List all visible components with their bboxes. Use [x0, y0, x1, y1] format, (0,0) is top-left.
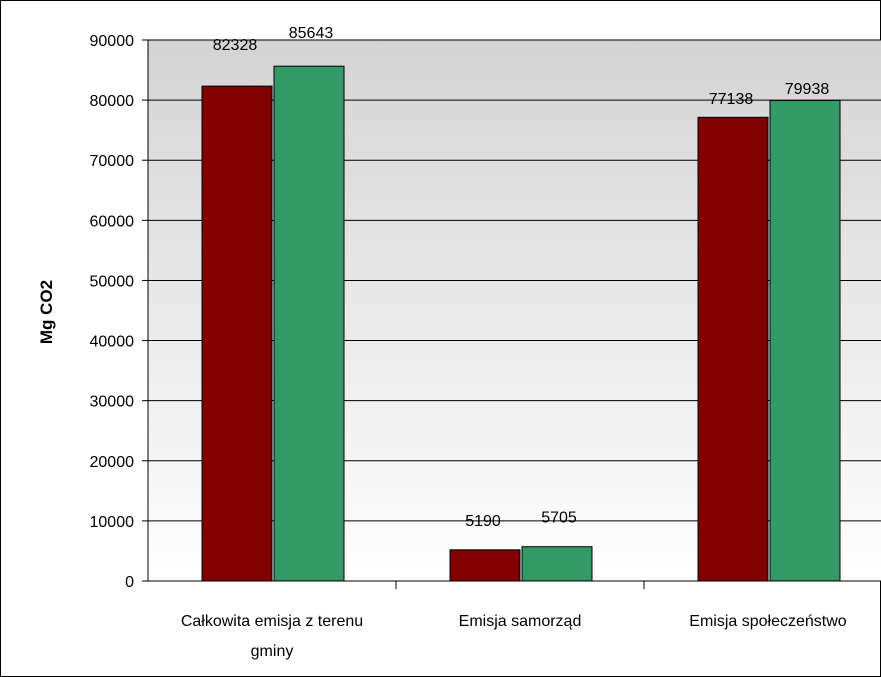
x-tick-label: Całkowita emisja z terenu	[181, 613, 363, 630]
x-tick-label: Emisja samorząd	[459, 613, 582, 630]
y-tick-label: 60000	[90, 213, 135, 230]
y-axis-label: Mg CO2	[37, 280, 56, 344]
bar	[697, 116, 769, 582]
y-tick-label: 50000	[90, 273, 135, 290]
bar	[769, 99, 841, 582]
x-tick-labels: Całkowita emisja z terenu gminy Emisja sam…	[181, 613, 847, 660]
data-label: 79938	[785, 81, 830, 98]
bar	[449, 549, 521, 582]
y-tick-label: 80000	[90, 93, 135, 110]
y-tick-label: 0	[125, 574, 134, 591]
data-label: 85643	[289, 25, 334, 42]
bar	[201, 85, 273, 582]
y-tick-label: 10000	[90, 514, 135, 531]
y-tick-label: 90000	[90, 33, 135, 50]
x-tick-label: gminy	[251, 643, 294, 660]
data-label: 5190	[465, 513, 501, 530]
bars	[201, 65, 841, 582]
y-tick-label: 30000	[90, 394, 135, 411]
x-tick-label: Emisja społeczeństwo	[689, 613, 847, 630]
bar	[521, 546, 593, 582]
data-label: 77138	[709, 91, 754, 108]
y-tick-label: 20000	[90, 454, 135, 471]
y-tick-labels: 0 10000 20000 30000 40000 50000 60000 70000 8000…	[90, 33, 135, 591]
axes	[142, 39, 881, 589]
data-labels: 82328 85643 5190 5705 77138 79938	[213, 25, 830, 530]
bar	[273, 65, 345, 582]
data-label: 82328	[213, 37, 258, 54]
data-label: 5705	[541, 510, 577, 527]
y-tick-label: 40000	[90, 334, 135, 351]
y-tick-label: 70000	[90, 153, 135, 170]
